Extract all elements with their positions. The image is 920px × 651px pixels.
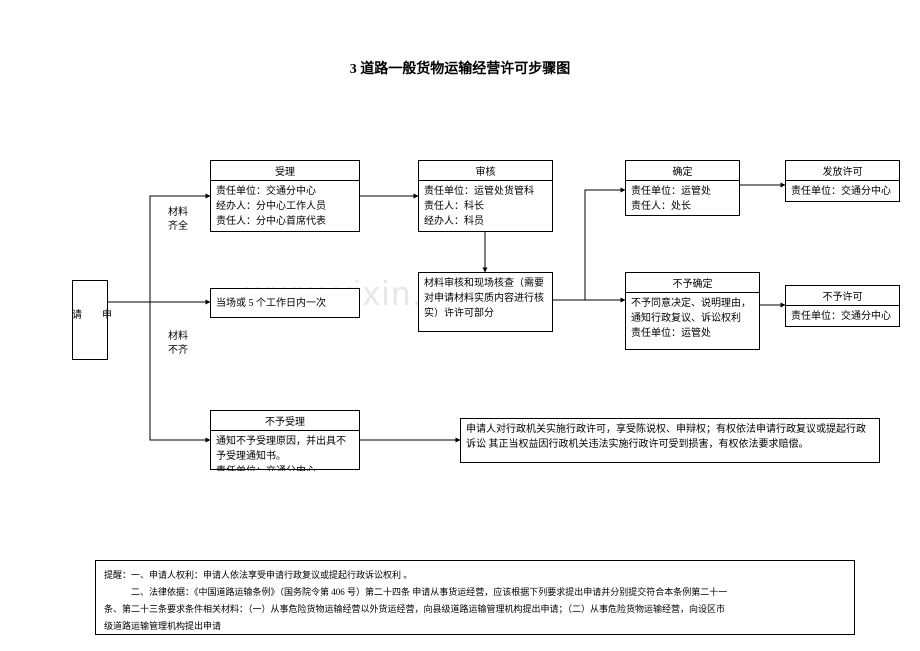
- node-accept-header: 受理: [211, 161, 359, 181]
- node-deny-body: 不予同意决定、说明理由，通知行政复议、诉讼权利 责任单位：运管处: [626, 293, 759, 351]
- node-apply: 申 请: [72, 280, 108, 360]
- node-deny-header: 不予确定: [626, 273, 759, 293]
- node-review-body: 责任单位：运管处货管科 责任人：科长 经办人：科员: [419, 181, 552, 233]
- node-deny: 不予确定 不予同意决定、说明理由，通知行政复议、诉讼权利 责任单位：运管处: [625, 272, 760, 350]
- node-review: 审核 责任单位：运管处货管科 责任人：科长 经办人：科员: [418, 160, 553, 232]
- node-apply-body: 申 请: [68, 309, 113, 331]
- node-issue: 发放许可 责任单位：交通分中心: [785, 160, 900, 202]
- node-check: 材料审核和现场核查（需要对申请材料实质内容进行核实）许许可部分: [418, 272, 553, 332]
- footnote-box: 提醒：一、申请人权利：申请人依法享受申请行政复议或提起行政诉讼权利 。 二、法律…: [95, 560, 855, 635]
- node-check-body: 材料审核和现场核查（需要对申请材料实质内容进行核实）许许可部分: [419, 273, 552, 331]
- node-issue-body: 责任单位：交通分中心: [786, 181, 899, 203]
- node-confirm: 确定 责任单位：运管处 责任人：处长: [625, 160, 740, 216]
- page-title: 3 道路一般货物运输经营许可步骤图: [0, 58, 920, 78]
- node-reject: 不予受理 通知不予受理原因，并出具不予受理通知书。 责任单位：交通分中心: [210, 410, 360, 470]
- node-noissue-body: 责任单位：交通分中心: [786, 306, 899, 328]
- node-reject-header: 不予受理: [211, 411, 359, 431]
- node-noissue-header: 不予许可: [786, 286, 899, 306]
- node-rights-body: 申请人对行政机关实施行政许可，享受陈说权、申辩权；有权依法申请行政复议或提起行政…: [461, 419, 879, 455]
- node-issue-header: 发放许可: [786, 161, 899, 181]
- node-rights: 申请人对行政机关实施行政许可，享受陈说权、申辩权；有权依法申请行政复议或提起行政…: [460, 418, 880, 463]
- node-onspot-body: 当场或 5 个工作日内一次: [211, 293, 331, 314]
- label-material-complete: 材料 齐全: [168, 206, 188, 234]
- node-onspot: 当场或 5 个工作日内一次: [210, 288, 360, 318]
- node-reject-body: 通知不予受理原因，并出具不予受理通知书。 责任单位：交通分中心: [211, 431, 359, 471]
- node-noissue: 不予许可 责任单位：交通分中心: [785, 285, 900, 327]
- node-confirm-header: 确定: [626, 161, 739, 181]
- label-material-incomplete: 材料 不齐: [168, 330, 188, 358]
- node-accept: 受理 责任单位：交通分中心 经办人：分中心工作人员 责任人：分中心首席代表: [210, 160, 360, 232]
- node-review-header: 审核: [419, 161, 552, 181]
- node-confirm-body: 责任单位：运管处 责任人：处长: [626, 181, 739, 217]
- node-accept-body: 责任单位：交通分中心 经办人：分中心工作人员 责任人：分中心首席代表: [211, 181, 359, 232]
